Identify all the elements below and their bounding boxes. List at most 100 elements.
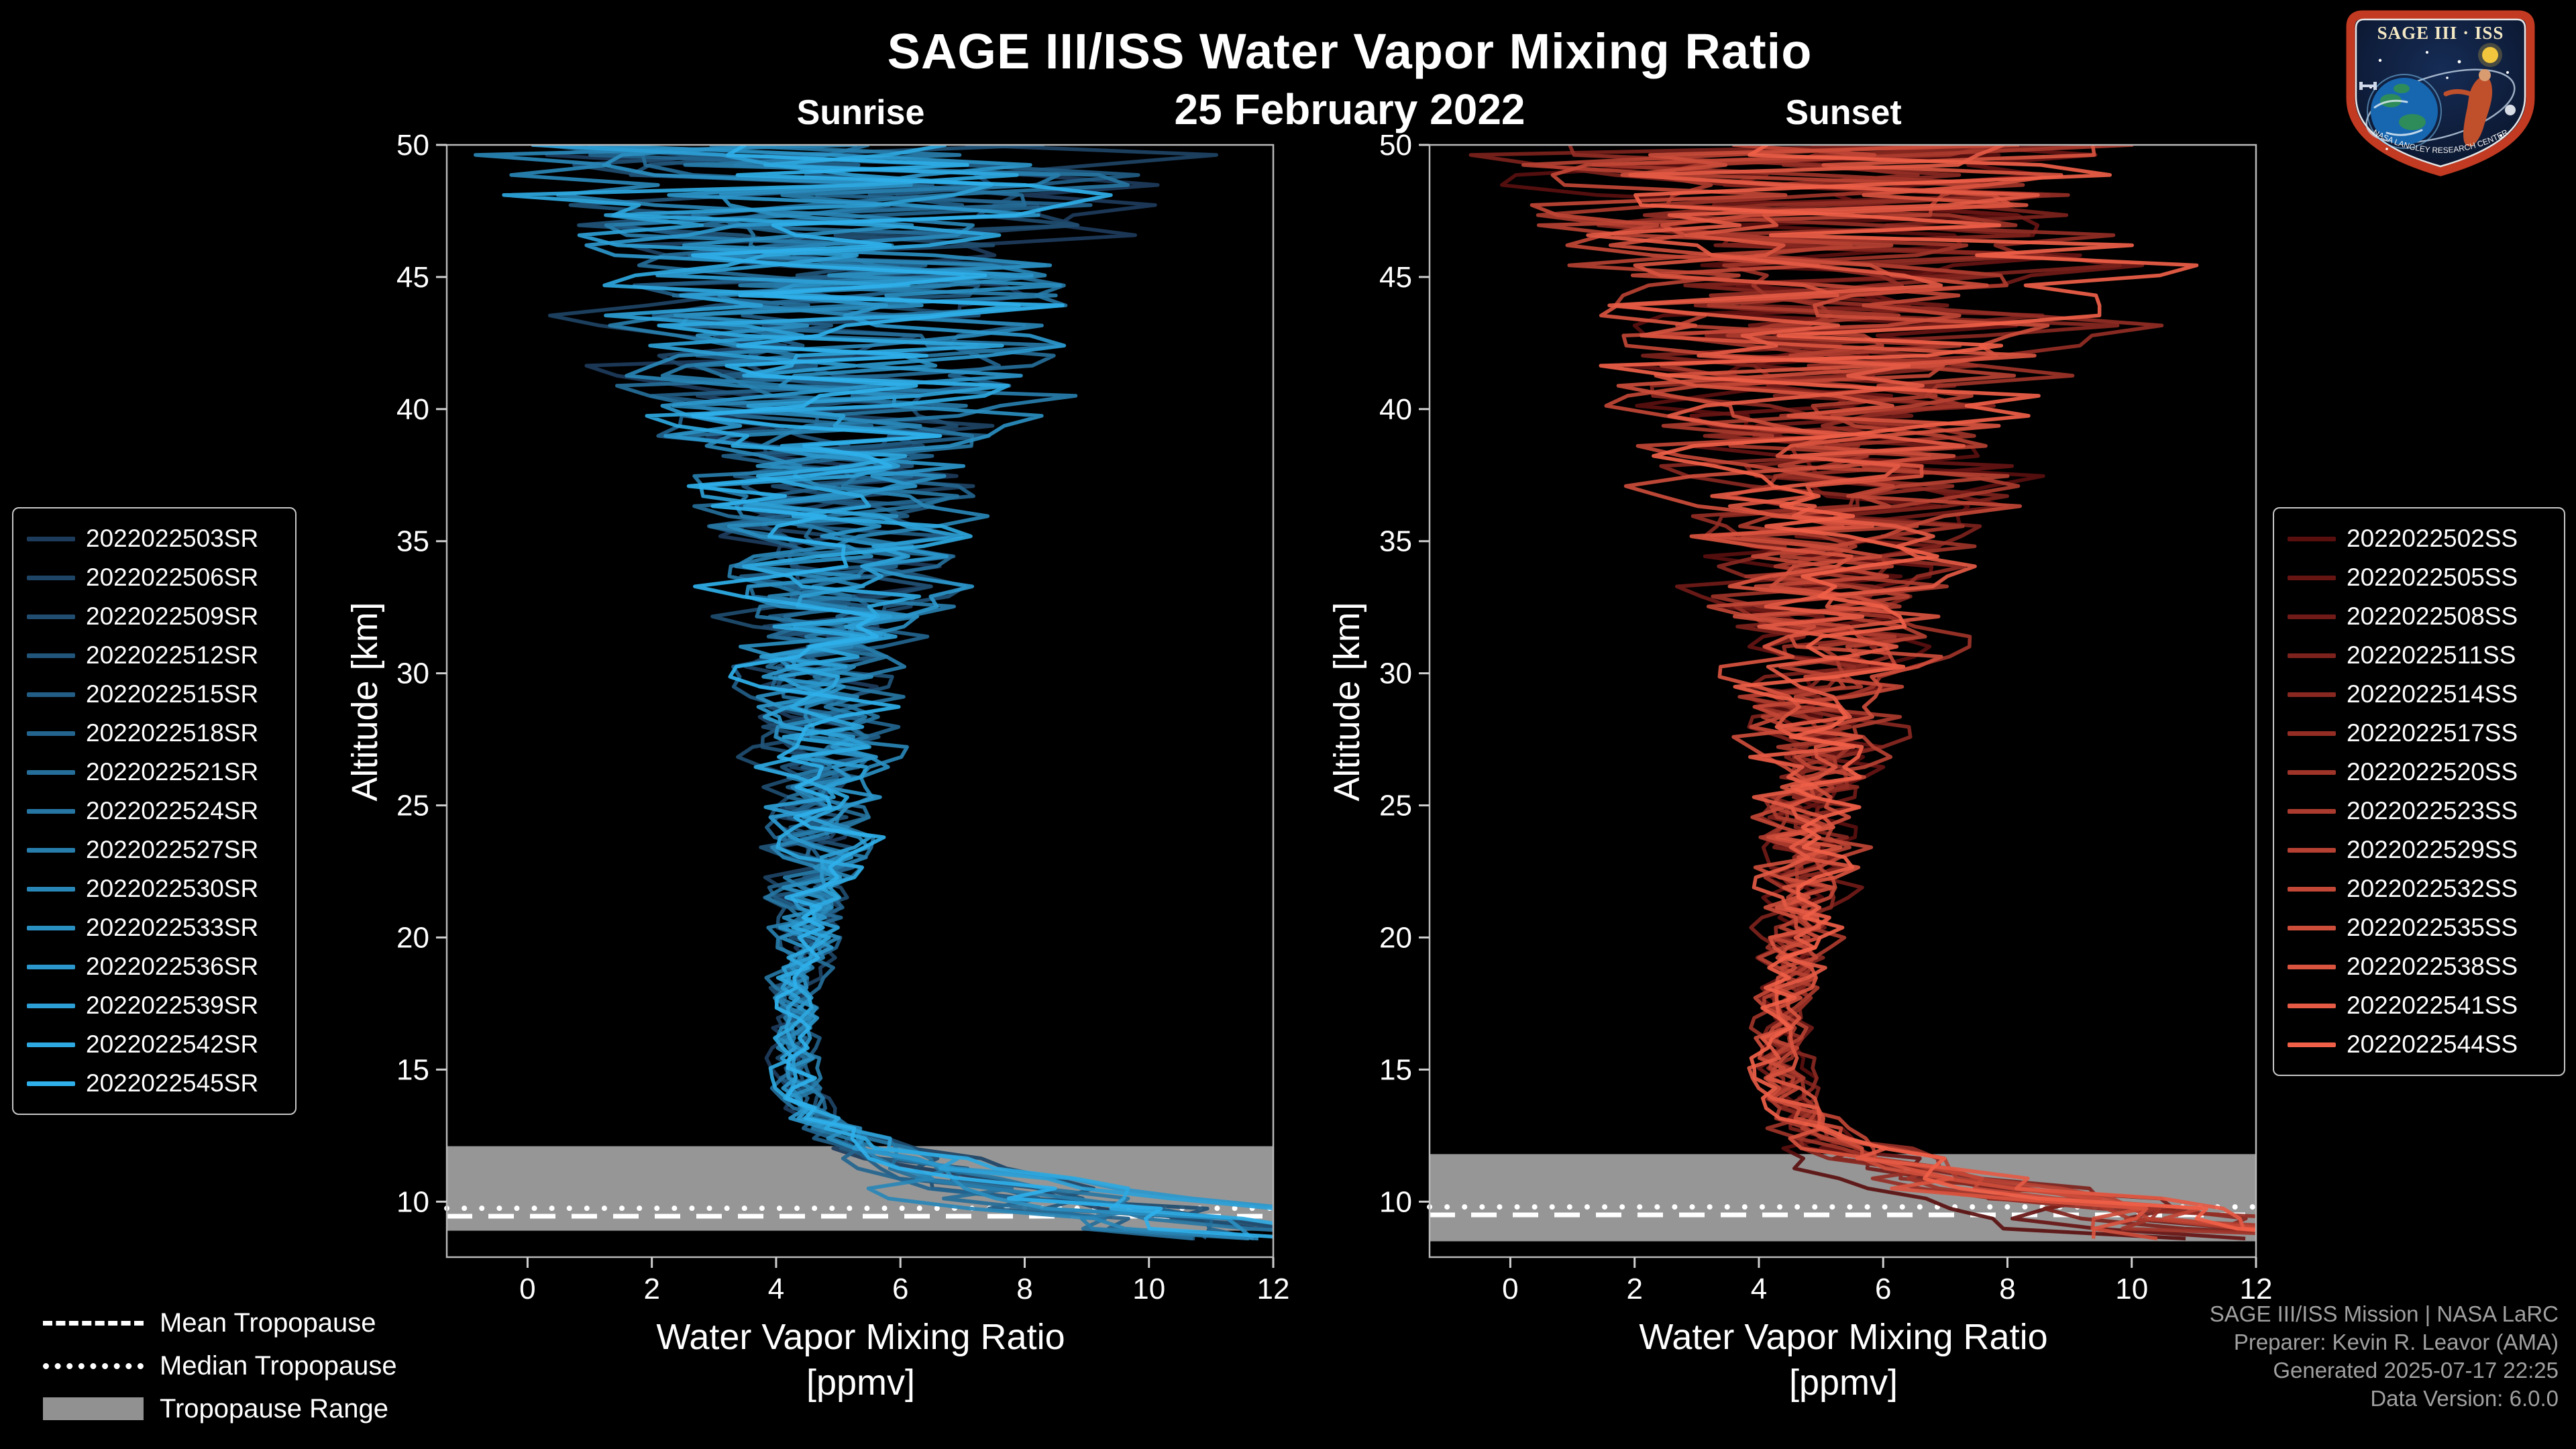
plot-border xyxy=(1428,144,2257,1258)
gray-patch-swatch xyxy=(43,1397,144,1420)
tropopause-legend: Mean Tropopause Median Tropopause Tropop… xyxy=(43,1307,397,1425)
series-color-swatch xyxy=(2288,886,2336,892)
tropopause-range-label: Tropopause Range xyxy=(160,1393,388,1424)
sunset-profiles xyxy=(1468,145,2256,1241)
legend-item: 2022022533SR xyxy=(27,908,282,947)
sunrise-profiles xyxy=(474,145,1273,1241)
legend-item: 2022022541SS xyxy=(2288,986,2551,1025)
series-color-swatch xyxy=(27,1042,75,1047)
patch-figure xyxy=(2443,69,2493,147)
series-color-swatch xyxy=(27,808,75,814)
y-tick-label: 20 xyxy=(396,921,429,954)
median-tropopause-label: Median Tropopause xyxy=(160,1350,397,1381)
legend-item: 2022022509SR xyxy=(27,597,282,636)
series-color-swatch xyxy=(2288,964,2336,969)
series-color-swatch xyxy=(2288,808,2336,814)
series-color-swatch xyxy=(27,886,75,892)
legend-item: 2022022503SR xyxy=(27,519,282,558)
mean-tropopause-legend-item: Mean Tropopause xyxy=(43,1307,397,1339)
mean-tropopause-label: Mean Tropopause xyxy=(160,1307,376,1338)
x-tick-label: 8 xyxy=(1016,1273,1032,1305)
sunrise-chart: 0 2 4 6 8 10 12 10 15 20 25 30 35 40 45 50 xyxy=(396,131,1289,1305)
sunset-chart: 0 2 4 6 8 10 12 10 15 20 25 30 35 40 45 50 xyxy=(1379,131,2273,1305)
x-tick-label: 6 xyxy=(892,1273,908,1305)
x-tick-label: 12 xyxy=(1257,1273,1290,1305)
patch-title: SAGE III · ISS xyxy=(2377,23,2504,43)
series-color-swatch xyxy=(2288,692,2336,697)
patch-atmosphere-ring xyxy=(2367,74,2442,149)
legend-item: 2022022521SR xyxy=(27,753,282,792)
series-label: 2022022521SR xyxy=(86,758,259,786)
series-color-swatch xyxy=(27,731,75,736)
series-label: 2022022514SS xyxy=(2347,680,2518,708)
iss-icon xyxy=(2359,82,2377,90)
sunset-plot-area: 0 2 4 6 8 10 12 10 15 20 25 30 35 40 45 50 xyxy=(1379,131,2273,1305)
patch-sun xyxy=(2482,47,2498,63)
sunrise-x-axis-label: Water Vapor Mixing Ratio xyxy=(656,1317,1065,1357)
series-label: 2022022512SR xyxy=(86,641,259,669)
legend-item: 2022022527SR xyxy=(27,830,282,869)
legend-item: 2022022502SS xyxy=(2288,519,2551,558)
data-version: Data Version: 6.0.0 xyxy=(2370,1386,2559,1411)
series-color-swatch xyxy=(27,925,75,930)
footer-credits: SAGE III/ISS Mission | NASA LaRC Prepare… xyxy=(2210,1300,2559,1413)
y-tick-label: 40 xyxy=(396,393,429,426)
date-subtitle: 25 February 2022 xyxy=(1174,85,1525,133)
y-tick-label: 25 xyxy=(1379,790,1412,822)
series-label: 2022022541SS xyxy=(2347,991,2518,1019)
series-label: 2022022509SR xyxy=(86,602,259,630)
y-tick-label: 25 xyxy=(396,790,429,822)
sunset-panel-title: Sunset xyxy=(1785,93,1902,132)
y-tick-label: 15 xyxy=(1379,1053,1412,1086)
series-color-swatch xyxy=(27,1081,75,1086)
tropopause-range-legend-item: Tropopause Range xyxy=(43,1393,397,1425)
median-tropopause-legend-item: Median Tropopause xyxy=(43,1350,397,1382)
legend-item: 2022022514SS xyxy=(2288,675,2551,714)
patch-earth-clouds xyxy=(2373,99,2423,136)
series-label: 2022022539SR xyxy=(86,991,259,1019)
x-tick-label: 6 xyxy=(1875,1273,1891,1305)
orbit-ellipse xyxy=(2365,68,2516,144)
x-tick-label: 4 xyxy=(1751,1273,1767,1305)
preparer-credit: Preparer: Kevin R. Leavor (AMA) xyxy=(2233,1330,2559,1354)
profile-line xyxy=(1599,145,2256,1232)
legend-item: 2022022523SS xyxy=(2288,792,2551,830)
x-tick-label: 12 xyxy=(2240,1273,2273,1305)
y-tick-label: 45 xyxy=(396,261,429,294)
series-color-swatch xyxy=(2288,536,2336,541)
legend-item: 2022022511SS xyxy=(2288,636,2551,675)
series-color-swatch xyxy=(2288,653,2336,658)
x-tick-label: 10 xyxy=(1132,1273,1165,1305)
series-color-swatch xyxy=(27,1003,75,1008)
y-tick-label: 35 xyxy=(396,525,429,558)
profile-line xyxy=(1586,145,2256,1232)
dotted-line-swatch xyxy=(43,1362,144,1369)
series-color-swatch xyxy=(27,536,75,541)
legend-item: 2022022517SS xyxy=(2288,714,2551,753)
legend-item: 2022022518SR xyxy=(27,714,282,753)
series-label: 2022022536SR xyxy=(86,953,259,980)
legend-item: 2022022512SR xyxy=(27,636,282,675)
plot-border xyxy=(445,144,1275,1258)
series-label: 2022022520SS xyxy=(2347,758,2518,786)
y-tick-label: 20 xyxy=(1379,921,1412,954)
legend-item: 2022022535SS xyxy=(2288,908,2551,947)
sunset-x-axis-label: Water Vapor Mixing Ratio xyxy=(1639,1317,2048,1357)
x-tick-label: 0 xyxy=(1502,1273,1518,1305)
sunrise-ticks: 0 2 4 6 8 10 12 10 15 20 25 30 35 40 45 50 xyxy=(396,131,1289,1305)
legend-item: 2022022545SR xyxy=(27,1064,282,1103)
series-color-swatch xyxy=(2288,847,2336,853)
legend-item: 2022022538SS xyxy=(2288,947,2551,986)
series-label: 2022022503SR xyxy=(86,525,259,552)
sunrise-panel-title: Sunrise xyxy=(796,93,925,132)
profile-line xyxy=(531,145,1273,1211)
page-title: SAGE III/ISS Water Vapor Mixing Ratio xyxy=(887,23,1813,79)
series-label: 2022022517SS xyxy=(2347,719,2518,747)
x-tick-label: 10 xyxy=(2115,1273,2148,1305)
series-label: 2022022529SS xyxy=(2347,836,2518,863)
sage-iss-logo: SAGE III · ISS NASA LANGLEY RESEARCH CEN… xyxy=(2346,10,2535,176)
y-tick-label: 10 xyxy=(1379,1185,1412,1218)
profile-line xyxy=(1608,145,2158,1241)
y-tick-label: 30 xyxy=(396,657,429,690)
series-label: 2022022538SS xyxy=(2347,953,2518,980)
